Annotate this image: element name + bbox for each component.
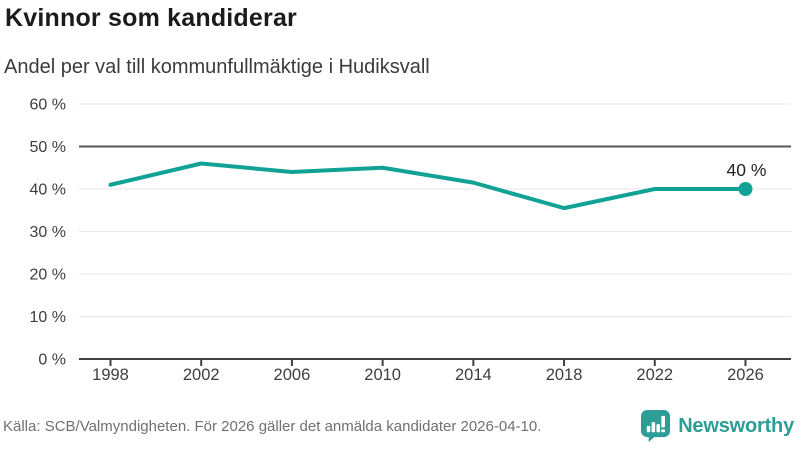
footer: Källa: SCB/Valmyndigheten. För 2026 gäll… — [0, 408, 800, 444]
line-chart: 0 % 10 % 20 % 30 % 40 % 50 % 60 % 1998 2002 2006 2… — [30, 97, 791, 384]
x-tick-label: 2014 — [455, 366, 492, 384]
x-tick-label: 1998 — [92, 366, 129, 384]
x-tick-label: 2010 — [364, 366, 401, 384]
y-tick-label: 10 % — [30, 309, 66, 326]
y-tick-label: 0 % — [38, 352, 66, 369]
x-tick-label: 2022 — [636, 366, 673, 384]
y-tick-label: 60 % — [30, 97, 66, 114]
series-line — [108, 161, 748, 211]
chart-subtitle: Andel per val till kommunfullmäktige i H… — [4, 56, 430, 78]
newsworthy-chart-bubble-icon — [641, 410, 671, 442]
y-tick-label: 50 % — [30, 139, 66, 156]
page-title: Kvinnor som kandiderar — [5, 4, 297, 32]
x-tick-label: 2018 — [546, 366, 583, 384]
source-text: Källa: SCB/Valmyndigheten. För 2026 gäll… — [3, 417, 542, 435]
end-point-dot — [738, 182, 753, 196]
x-tick-label: 2026 — [727, 366, 764, 384]
y-tick-label: 40 % — [30, 182, 66, 199]
x-tick-label: 2006 — [274, 366, 311, 384]
y-tick-label: 20 % — [30, 267, 66, 284]
y-tick-label: 30 % — [30, 224, 66, 241]
x-tick-label: 2002 — [183, 366, 220, 384]
newsworthy-wordmark: Newsworthy — [678, 414, 794, 437]
newsworthy-logo[interactable]: Newsworthy — [640, 409, 794, 443]
end-point-value-label: 40 % — [727, 160, 767, 180]
